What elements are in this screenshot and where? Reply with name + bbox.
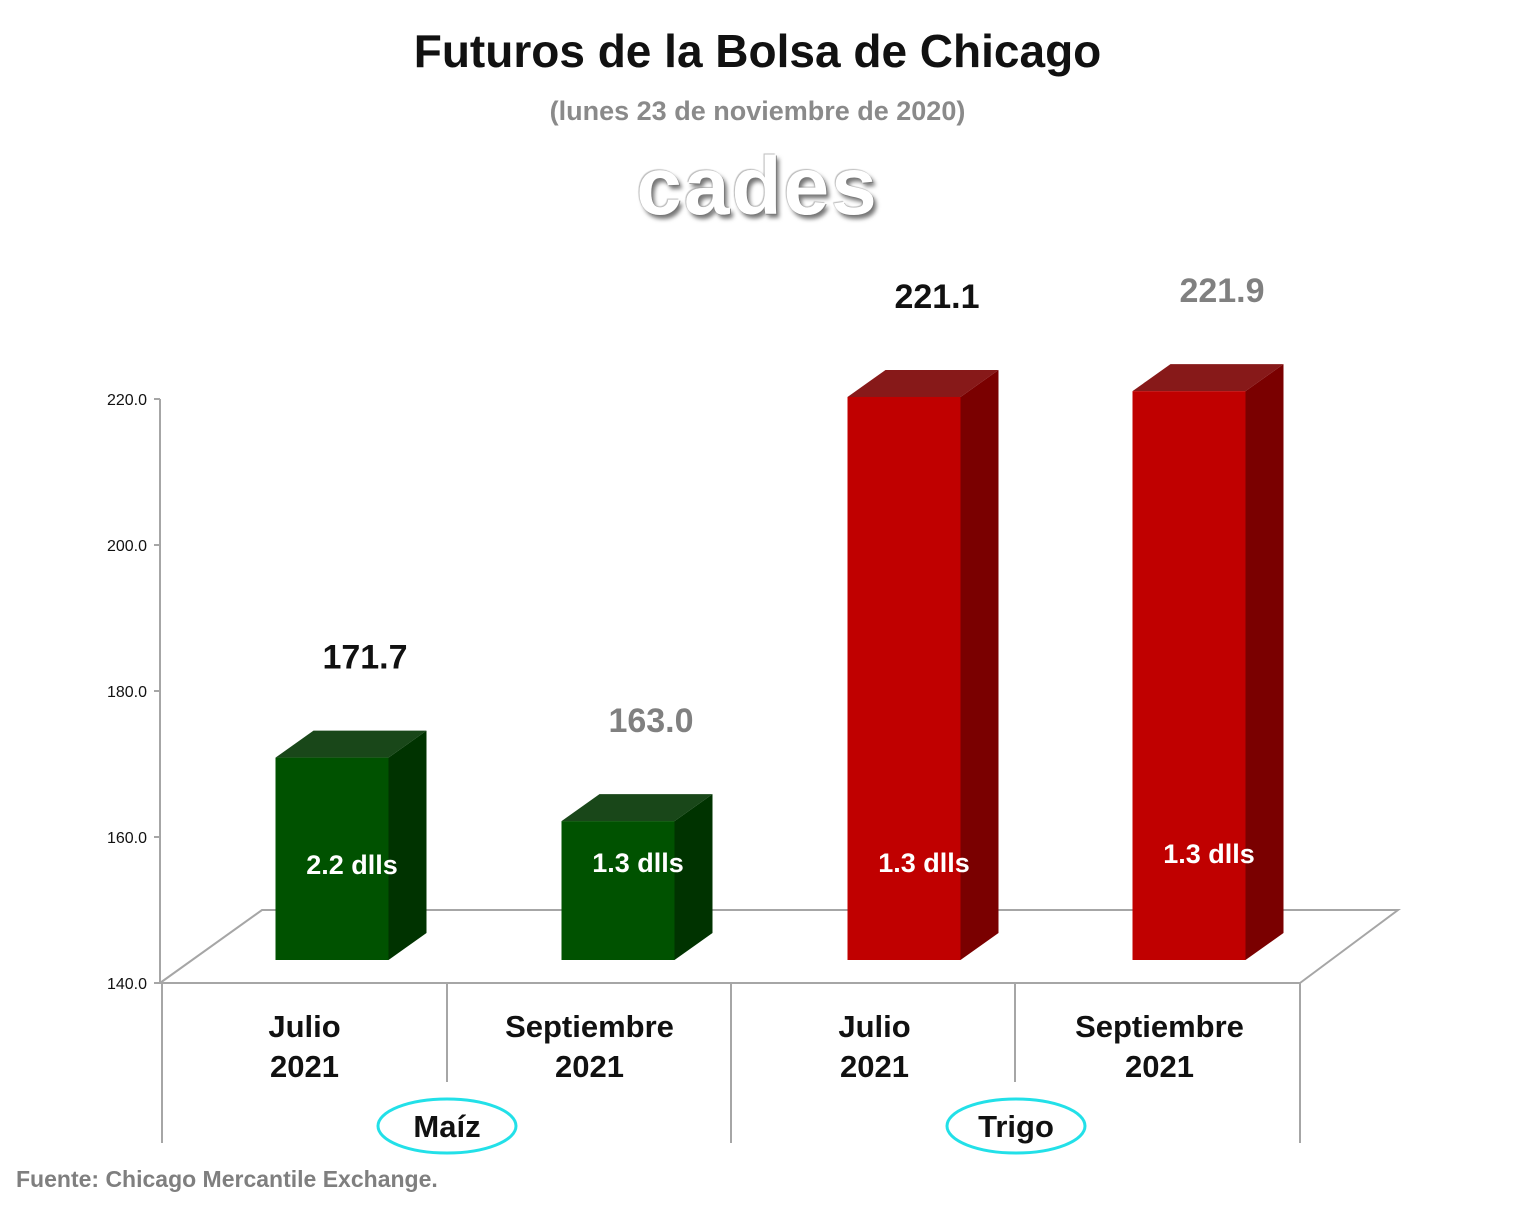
- x-category-label: Julio: [838, 1009, 910, 1044]
- bar-value-label: 221.1: [894, 278, 979, 316]
- group-label: Maíz: [413, 1109, 480, 1144]
- bar-inner-label: 1.3 dlls: [878, 848, 970, 878]
- x-category-label: 2021: [270, 1049, 339, 1084]
- y-tick-label: 180.0: [107, 684, 147, 701]
- x-category-label: Julio: [268, 1009, 340, 1044]
- x-category-label: 2021: [840, 1049, 909, 1084]
- bar-top: [561, 794, 713, 822]
- bar-inner-label: 2.2 dlls: [306, 850, 398, 880]
- group-label: Trigo: [978, 1109, 1054, 1144]
- bar-side: [1245, 364, 1284, 960]
- bar-top: [275, 730, 427, 758]
- bar: [847, 396, 961, 961]
- group-label-ellipse: [376, 1097, 518, 1155]
- x-category-label: 2021: [1125, 1049, 1194, 1084]
- y-tick-label: 200.0: [107, 538, 147, 555]
- bar: [1132, 391, 1246, 960]
- group-label-ellipse: [945, 1097, 1087, 1155]
- bar-inner-label: 1.3 dlls: [592, 848, 684, 878]
- bar-side: [674, 794, 713, 960]
- x-category-label: Septiembre: [505, 1009, 674, 1044]
- x-category-label: 2021: [555, 1049, 624, 1084]
- chart-title: Futuros de la Bolsa de Chicago: [413, 25, 1102, 77]
- bar-value-label: 163.0: [608, 702, 693, 740]
- chart-subtitle: (lunes 23 de noviembre de 2020): [549, 96, 966, 126]
- bar: [275, 757, 389, 960]
- source-note: Fuente: Chicago Mercantile Exchange.: [16, 1166, 438, 1192]
- bar-inner-label: 1.3 dlls: [1163, 839, 1255, 869]
- y-tick-label: 140.0: [107, 976, 147, 993]
- cades-logo: cades: [636, 141, 879, 232]
- bar-side: [388, 730, 427, 960]
- bar-side: [960, 369, 999, 961]
- x-category-label: Septiembre: [1075, 1009, 1244, 1044]
- bar-value-label: 171.7: [322, 639, 407, 677]
- bar: [561, 821, 675, 960]
- bar-value-label: 221.9: [1179, 272, 1264, 310]
- bar-top: [1132, 364, 1284, 392]
- bar-top: [847, 369, 999, 397]
- y-tick-label: 160.0: [107, 830, 147, 847]
- y-tick-label: 220.0: [107, 392, 147, 409]
- chart-floor: [159, 909, 1402, 984]
